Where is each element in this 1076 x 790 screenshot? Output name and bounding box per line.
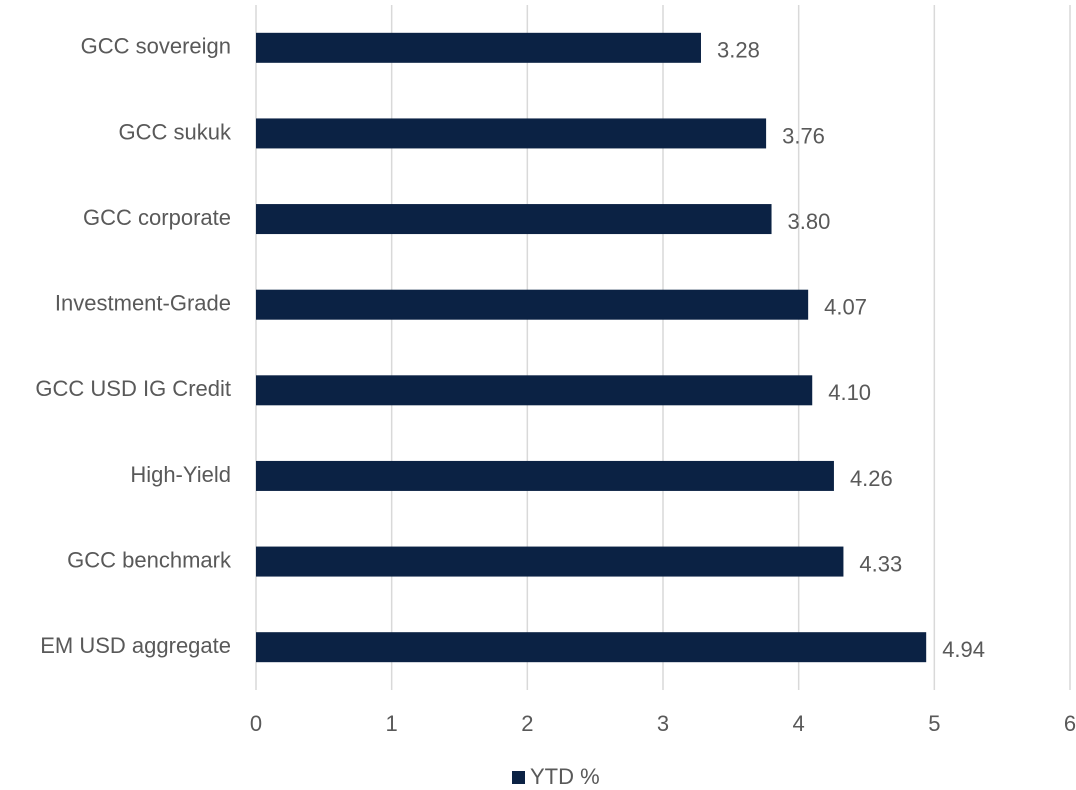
bar (256, 289, 809, 320)
data-label: 4.10 (828, 380, 871, 405)
bar (256, 375, 813, 406)
data-label: 3.80 (788, 209, 831, 234)
bar (256, 204, 772, 235)
x-tick-label: 6 (1064, 711, 1076, 736)
bar (256, 632, 927, 663)
data-label: 3.76 (782, 123, 825, 148)
y-tick-label: High-Yield (130, 462, 231, 487)
y-tick-label: GCC corporate (83, 205, 231, 230)
data-label: 4.07 (824, 295, 867, 320)
y-tick-label: Investment-Grade (55, 291, 231, 316)
x-tick-label: 3 (657, 711, 669, 736)
x-tick-label: 2 (521, 711, 533, 736)
bar (256, 118, 767, 149)
legend-label: YTD % (530, 764, 600, 789)
data-label: 4.94 (942, 637, 985, 662)
bar (256, 546, 844, 577)
y-tick-label: GCC sovereign (81, 34, 231, 59)
y-tick-label: EM USD aggregate (40, 633, 231, 658)
x-tick-label: 1 (386, 711, 398, 736)
data-label: 4.33 (859, 551, 902, 576)
data-label: 3.28 (717, 38, 760, 63)
data-label: 4.26 (850, 466, 893, 491)
x-tick-label: 0 (250, 711, 262, 736)
y-tick-label: GCC benchmark (67, 547, 232, 572)
x-tick-label: 4 (793, 711, 805, 736)
x-tick-label: 5 (928, 711, 940, 736)
y-tick-label: GCC sukuk (119, 119, 232, 144)
bar (256, 460, 834, 491)
bar (256, 32, 701, 63)
y-tick-label: GCC USD IG Credit (35, 376, 231, 401)
legend-swatch (512, 771, 525, 784)
